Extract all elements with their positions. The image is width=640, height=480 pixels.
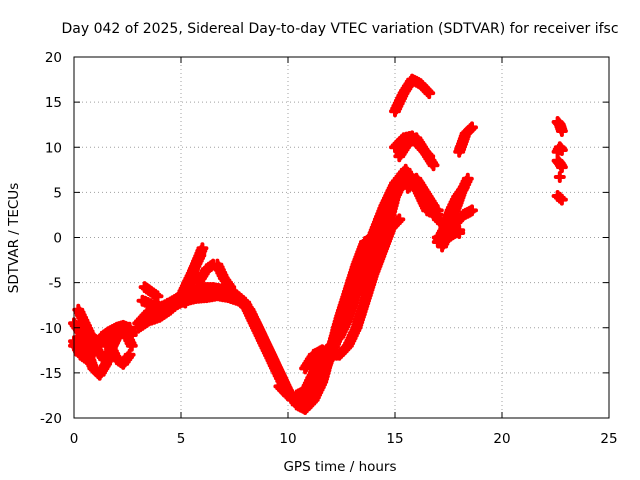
y-tick-label: 0: [53, 231, 62, 247]
x-tick-label: 15: [386, 431, 403, 447]
series-26-points: [436, 224, 466, 248]
series-29-points: [551, 141, 568, 158]
chart-title: Day 042 of 2025, Sidereal Day-to-day VTE…: [61, 21, 618, 37]
series-32-points: [551, 190, 568, 206]
series-21-points: [401, 172, 440, 212]
y-tick-label: -15: [40, 366, 62, 382]
series-10-points: [179, 242, 209, 309]
y-tick-label: 10: [45, 140, 62, 156]
x-tick-label: 25: [600, 431, 617, 447]
x-tick-label: 0: [70, 431, 79, 447]
y-tick-label: -20: [40, 411, 62, 427]
series-4-points: [100, 321, 138, 352]
series-12-points: [211, 258, 237, 294]
y-axis-label: SDTVAR / TECUs: [6, 183, 22, 293]
series-11-points: [192, 258, 220, 289]
y-tick-label: -10: [40, 321, 62, 337]
x-tick-label: 10: [279, 431, 296, 447]
x-axis-label: GPS time / hours: [283, 459, 396, 475]
data-series-group: [68, 73, 568, 415]
y-ticks: -20 -15 -10 -5 0 5 10 15 20: [40, 50, 609, 427]
series-19-points: [389, 73, 436, 118]
series-27-points: [453, 121, 478, 158]
series-30-points: [551, 154, 568, 174]
y-tick-label: 20: [45, 50, 62, 66]
x-ticks: 0 5 10 15 20 25: [70, 57, 618, 447]
series-20-points: [393, 132, 440, 172]
y-tick-label: 15: [45, 95, 62, 111]
x-tick-label: 20: [493, 431, 510, 447]
series-31-points: [553, 171, 566, 183]
y-tick-label: 5: [53, 185, 62, 201]
x-tick-label: 5: [177, 431, 186, 447]
series-8-points: [138, 281, 164, 303]
series-7-points: [136, 289, 297, 402]
series-28-points: [551, 116, 568, 137]
grid-lines: [74, 57, 609, 418]
y-tick-label: -5: [49, 276, 62, 292]
